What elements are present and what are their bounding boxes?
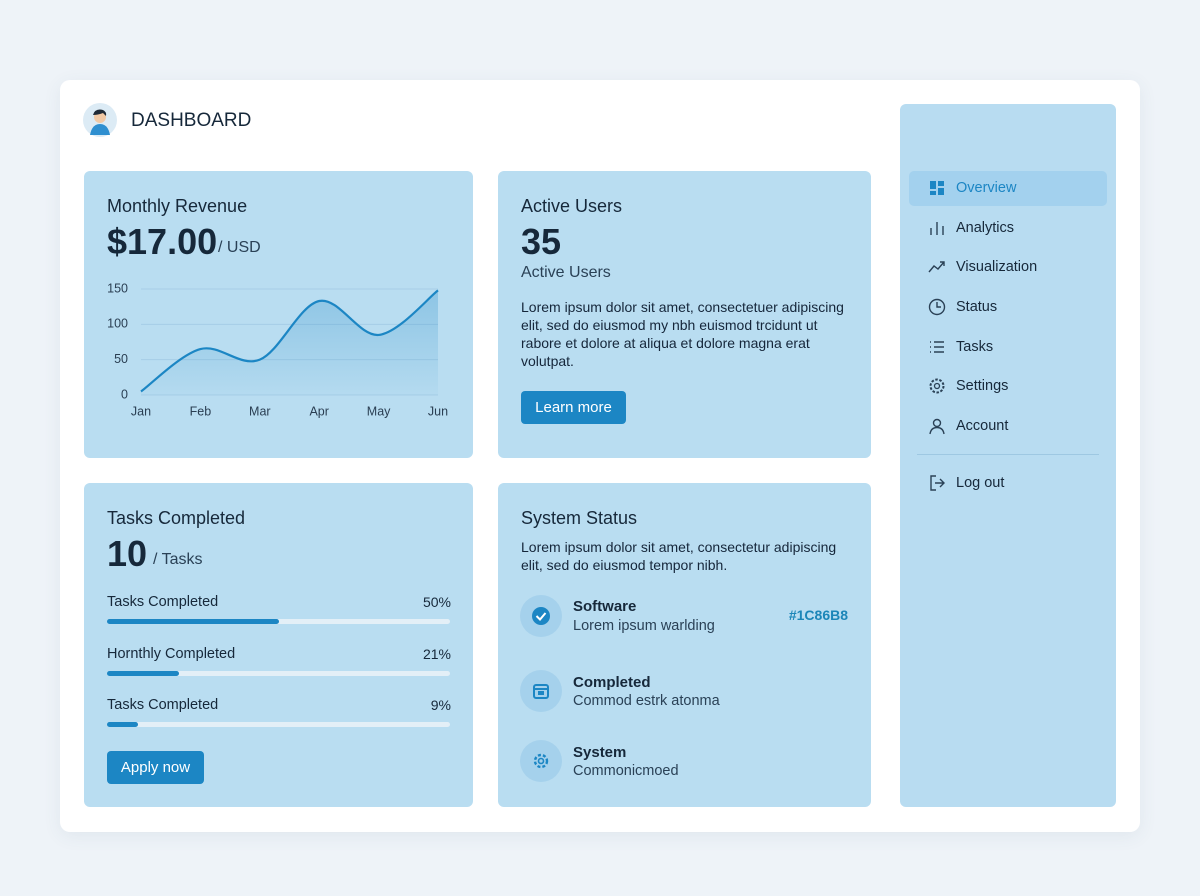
x-tick-label: Apr [309, 404, 328, 418]
nav-icon [928, 261, 945, 273]
nav-item[interactable]: Overview [956, 180, 1017, 196]
learn-more-button[interactable]: Learn more [521, 391, 626, 424]
apply-button[interactable]: Apply now [107, 751, 204, 784]
status-item-title: Software [573, 598, 637, 615]
users-label: Active Users [521, 264, 611, 281]
progress-label: Hornthly Completed [107, 646, 236, 662]
revenue-chart: 0 50 100 150 Jan Feb Mar Apr May Jun [107, 281, 448, 418]
status-text: Lorem ipsum dolor sit amet, consectetur … [521, 539, 837, 573]
status-item-title: System [573, 744, 627, 761]
area [141, 290, 438, 395]
progress-track [107, 671, 450, 676]
progress-track [107, 722, 450, 727]
x-tick-label: Jun [428, 404, 448, 418]
nav-item[interactable]: Account [956, 418, 1009, 434]
y-tick-label: 100 [107, 317, 128, 331]
status-item-subtitle: Commonicmoed [573, 763, 679, 779]
status-icon [520, 670, 562, 712]
y-tick-label: 0 [121, 387, 128, 401]
progress-value: 21% [422, 646, 451, 662]
users-text: Lorem ipsum dolor sit amet, consectetuer… [521, 299, 844, 369]
card-title: Tasks Completed [107, 508, 246, 528]
nav-icon [930, 181, 944, 195]
card-title: Active Users [521, 196, 623, 216]
header-title: DASHBOARD [131, 110, 252, 131]
users-count: 35 [521, 221, 562, 262]
nav-item[interactable]: Log out [956, 475, 1005, 491]
nav-item[interactable]: Tasks [956, 339, 994, 355]
y-tick-label: 50 [114, 352, 128, 366]
nav-item[interactable]: Status [956, 299, 998, 315]
x-tick-label: Mar [249, 404, 271, 418]
progress-label: Tasks Completed [107, 594, 219, 610]
tasks-count: 10 [107, 533, 148, 574]
line [140, 289, 439, 393]
status-item-subtitle: Lorem ipsum warlding [573, 618, 715, 634]
nav-icon [930, 475, 945, 491]
x-tick-label: Feb [190, 404, 212, 418]
nav-icon [928, 298, 946, 316]
tasks-unit: / Tasks [153, 551, 203, 568]
nav-item[interactable]: Analytics [956, 220, 1015, 236]
status-icon [520, 595, 562, 637]
status-item-subtitle: Commod estrk atonma [573, 693, 720, 709]
progress-fill [107, 722, 138, 727]
x-tick-label: Jan [131, 404, 151, 418]
revenue-unit: / USD [218, 239, 261, 256]
revenue-card [84, 171, 473, 458]
progress-label: Tasks Completed [107, 697, 219, 713]
nav-icon [929, 378, 945, 394]
revenue-amount: $17.00 [107, 221, 218, 262]
progress-value: 9% [430, 697, 451, 713]
progress-value: 50% [422, 594, 451, 610]
nav-item[interactable]: Visualization [956, 259, 1038, 275]
progress-fill [107, 671, 180, 676]
progress-fill [107, 619, 279, 624]
card-title: Monthly Revenue [107, 196, 248, 216]
card-title: System Status [521, 508, 638, 528]
nav-icon [930, 341, 944, 353]
y-tick-label: 150 [107, 281, 128, 295]
nav-item[interactable]: Settings [956, 378, 1009, 394]
divider [917, 454, 1099, 455]
status-item-title: Completed [573, 674, 651, 691]
nav-icon [930, 222, 944, 235]
sidebar [900, 104, 1116, 807]
status-code: #1C86B8 [788, 607, 848, 623]
x-tick-label: May [367, 404, 391, 418]
status-icon [520, 740, 562, 782]
progress-track [107, 619, 450, 624]
avatar [83, 103, 117, 137]
nav-icon [929, 418, 945, 435]
